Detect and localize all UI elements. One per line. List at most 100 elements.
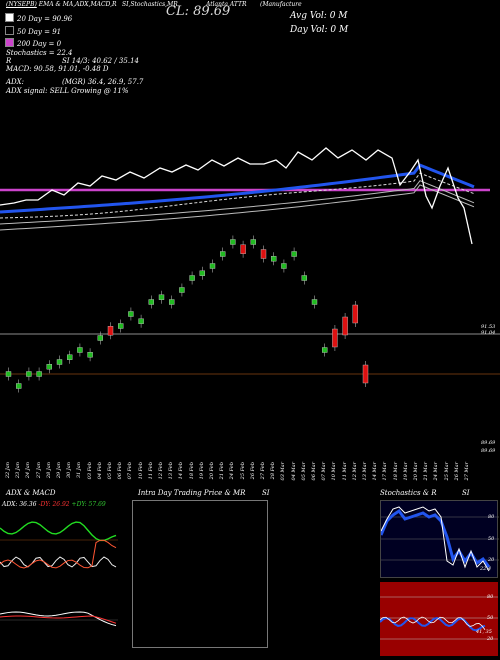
candle <box>97 335 104 341</box>
candle <box>209 263 216 269</box>
date-tick-label: 10 Mar <box>331 462 338 481</box>
date-tick-label: 26 Feb <box>249 462 256 480</box>
date-tick-label: 12 Feb <box>158 462 164 480</box>
dy-plus-line <box>0 521 117 542</box>
date-tick-label: 19 Mar <box>402 462 409 481</box>
candle <box>219 251 226 257</box>
candle <box>260 249 267 259</box>
adx-value-label: ADX: 36.36 <box>2 501 37 508</box>
macd-panel <box>0 584 118 656</box>
rsi-label-80: 80 <box>487 594 494 600</box>
rsi-label-50: 50 <box>487 615 494 621</box>
date-tick-label: 25 Mar <box>443 462 450 481</box>
candle <box>16 383 22 389</box>
ma-20-swatch <box>5 13 14 22</box>
mr-panel-title-si: SI <box>262 489 270 497</box>
candle <box>301 275 307 281</box>
candle <box>46 364 52 370</box>
adx-prefix: ADX: <box>6 78 25 86</box>
candle <box>281 263 287 269</box>
candle <box>230 239 236 245</box>
date-tick-label: 06 Feb <box>117 462 124 480</box>
sector-label: (Manufacture <box>260 1 302 8</box>
date-tick-label: 12 Mar <box>351 462 358 481</box>
date-tick-label: 10 Feb <box>137 462 144 480</box>
price-label-bottom-2: 89.69 <box>481 448 496 454</box>
rsi-panel: 80 50 20 41, 35 <box>380 582 498 656</box>
dy-plus-label: +DY: 57.69 <box>71 501 106 508</box>
date-tick-label: 25 Feb <box>239 462 246 480</box>
company-name: Atlanta ATTR <box>206 1 247 8</box>
candle <box>148 299 155 305</box>
date-tick-label: 03 Mar <box>280 462 287 481</box>
date-tick-label: 21 Mar <box>423 462 430 481</box>
stoch-d-line <box>381 506 490 572</box>
adx-signal: ADX signal: SELL Growing @ 11% <box>6 87 129 95</box>
date-tick-label: 14 Feb <box>178 462 185 480</box>
date-tick-label: 21 Feb <box>219 462 226 480</box>
adx-line <box>0 556 117 568</box>
candle <box>179 287 185 293</box>
price-label-top-2: 91.04 <box>481 330 496 336</box>
date-tick-label: 11 Mar <box>341 462 348 481</box>
date-tick-label: 18 Feb <box>188 462 195 480</box>
candle <box>240 244 246 254</box>
close-price: CL: 89.69 <box>166 4 231 19</box>
stoch-k-line <box>381 508 491 568</box>
adx-panel: ADX: 36.36 -DY: 26.92 +DY: 57.69 <box>0 500 118 580</box>
date-tick-label: 13 Feb <box>168 462 175 480</box>
macd-value: MACD: 90.58, 91.01, -0.48 D <box>6 65 109 73</box>
stochastics-panel: 80 50 20 22.4 <box>380 500 499 578</box>
date-tick-label: 07 Feb <box>127 462 134 480</box>
stoch-end-label: 22.4 <box>480 566 492 572</box>
header-indicators-2: SI,Stochastics,MR <box>122 1 178 8</box>
date-tick-label: 18 Mar <box>392 462 399 481</box>
candle <box>56 359 63 365</box>
candle <box>311 299 318 305</box>
date-tick-label: 27 Jan <box>35 462 42 479</box>
date-tick-label: 04 Mar <box>290 462 297 481</box>
rsi-end-label: 41, 35 <box>476 629 492 635</box>
adx-value: (MGR) 36.4, 26.9, 57.7 <box>62 78 144 86</box>
candle <box>322 347 328 353</box>
candle <box>77 347 83 353</box>
day-volume: Day Vol: 0 M <box>290 25 349 35</box>
date-tick-label: 20 Mar <box>413 462 419 481</box>
date-tick-label: 05 Feb <box>107 462 113 480</box>
candle <box>168 299 175 305</box>
date-tick-label: 03 Feb <box>86 462 93 480</box>
date-tick-label: 30 Jan <box>66 462 73 479</box>
candle <box>199 270 206 276</box>
candle <box>117 323 124 329</box>
rsi-prefix: R <box>6 57 12 65</box>
header-line1: (NYSEPB) EMA & MA,ADX,MACD,R <box>6 2 117 8</box>
date-tick-label: 13 Mar <box>362 462 368 481</box>
header-symbol: (NYSEPB) <box>6 1 37 8</box>
date-tick-label: 19 Feb <box>198 462 205 480</box>
date-tick-label: 31 Jan <box>76 462 83 479</box>
date-tick-label: 24 Mar <box>433 462 440 481</box>
ma-band-line-1 <box>0 172 475 219</box>
candle <box>36 371 42 377</box>
stoch-label-20: 20 <box>488 557 495 563</box>
ma-band-line-2 <box>0 180 475 225</box>
rsi-label-20: 20 <box>487 636 494 642</box>
date-tick-label: 27 Feb <box>260 462 266 480</box>
ma-band-line-3 <box>0 184 475 231</box>
candle <box>332 328 338 348</box>
ma-200-swatch <box>5 38 14 47</box>
candle <box>5 371 12 377</box>
date-tick-label: 23 Jan <box>15 462 22 479</box>
rsi-signal-line <box>380 616 486 630</box>
date-tick-label: 24 Feb <box>229 462 236 480</box>
date-axis: 22 Jan 23 Jan 24 Jan 27 Jan 28 Jan 29 Jan 30 J… <box>0 460 500 490</box>
adx-panel-title: ADX & MACD <box>6 489 56 497</box>
ma-20-legend: 20 Day = 90.96 <box>5 13 72 23</box>
candle <box>128 311 134 317</box>
candle <box>291 251 297 257</box>
macd-signal-line <box>0 615 117 624</box>
mr-panel <box>132 500 268 648</box>
candle <box>158 294 165 300</box>
date-tick-label: 04 Feb <box>96 462 103 480</box>
candle <box>107 326 114 336</box>
